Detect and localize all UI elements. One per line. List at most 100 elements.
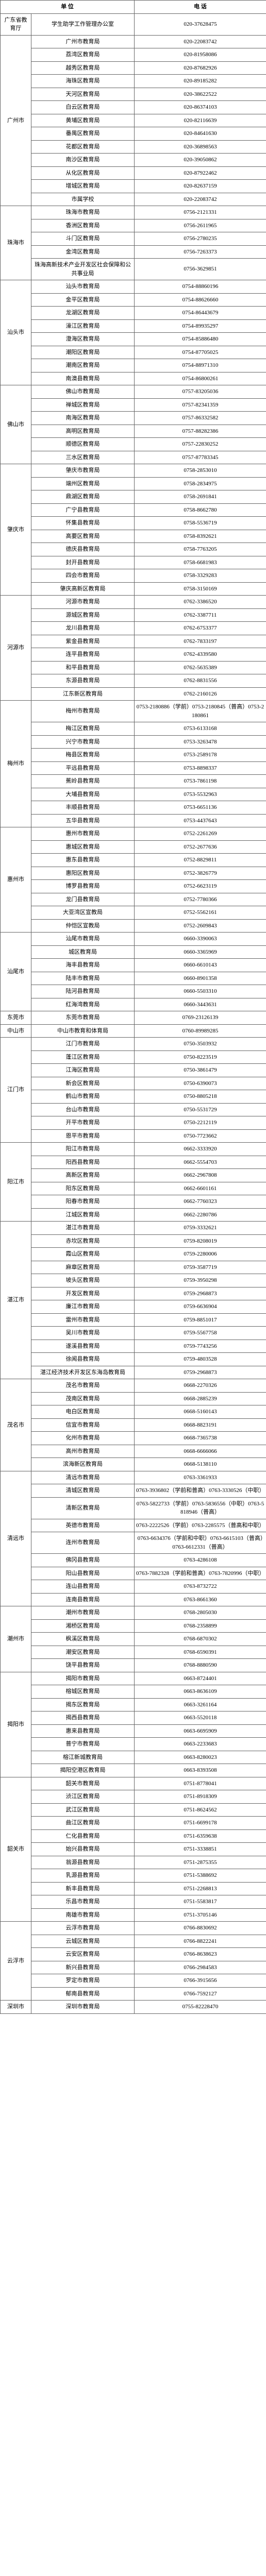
- phone-cell: 0752-2609843: [135, 919, 266, 933]
- phone-cell: 020-22083742: [135, 193, 266, 206]
- table-row: 乐昌市教育局0751-5583817: [1, 1895, 266, 1909]
- table-row: 乳源县教育局0751-5388692: [1, 1869, 266, 1883]
- phone-cell: 0660-5503310: [135, 985, 266, 998]
- city-cell: 清远市: [1, 1471, 31, 1606]
- phone-cell: 0757-87783345: [135, 451, 266, 464]
- phone-cell: 020-22083742: [135, 35, 266, 48]
- table-row: 英德市教育局0763-2222526（学前）0763-2285575（普高和中职…: [1, 1519, 266, 1532]
- phone-cell: 0753-6651136: [135, 801, 266, 815]
- table-row: 云城区教育局0766-8822241: [1, 1935, 266, 1948]
- table-row: 河源市河源市教育局0762-3386520: [1, 596, 266, 609]
- unit-cell: 蕉岭县教育局: [31, 775, 135, 788]
- table-row: 红海湾教育局0660-3443631: [1, 998, 266, 1011]
- table-row: 南雄市教育局0751-3705146: [1, 1908, 266, 1922]
- table-row: 揭阳空港区教育局0663-8393508: [1, 1764, 266, 1777]
- table-row: 中山市中山市教育和体育局0760-89989285: [1, 1024, 266, 1038]
- unit-cell: 龙川县教育局: [31, 622, 135, 635]
- table-row: 龙门县教育局0752-7780366: [1, 893, 266, 906]
- unit-cell: 澄海区教育局: [31, 333, 135, 346]
- unit-cell: 香洲区教育局: [31, 219, 135, 232]
- unit-cell: 丰顺县教育局: [31, 801, 135, 815]
- phone-cell: 0756-3629851: [135, 259, 266, 280]
- table-row: 江城区教育局0662-2280786: [1, 1208, 266, 1222]
- unit-cell: 清新区教育局: [31, 1497, 135, 1519]
- city-cell: 广州市: [1, 35, 31, 206]
- table-row: 仁化县教育局0751-6359638: [1, 1829, 266, 1843]
- table-row: 丰顺县教育局0753-6651136: [1, 801, 266, 815]
- table-row: 翁源县教育局0751-2875355: [1, 1856, 266, 1869]
- unit-cell: 广宁县教育局: [31, 503, 135, 517]
- unit-cell: 廉江市教育局: [31, 1300, 135, 1314]
- phone-cell: 020-89185282: [135, 75, 266, 88]
- table-row: 番禺区教育局020-84641630: [1, 127, 266, 141]
- phone-cell: 0763-8732722: [135, 1580, 266, 1594]
- phone-cell: 0750-5531729: [135, 1103, 266, 1116]
- unit-cell: 仁化县教育局: [31, 1829, 135, 1843]
- unit-cell: 惠阳区教育局: [31, 867, 135, 880]
- phone-cell: 0762-3387711: [135, 608, 266, 622]
- unit-cell: 和平县教育局: [31, 661, 135, 674]
- phone-cell: 0757-83205036: [135, 385, 266, 399]
- phone-cell: 0755-82228470: [135, 2001, 266, 2014]
- table-row: 曲江区教育局0751-6699178: [1, 1817, 266, 1830]
- phone-cell: 0662-2280786: [135, 1208, 266, 1222]
- city-cell: 云浮市: [1, 1922, 31, 2001]
- unit-cell: 大埔县教育局: [31, 788, 135, 801]
- table-row: 花都区教育局020-36898563: [1, 140, 266, 154]
- unit-cell: 海珠区教育局: [31, 75, 135, 88]
- table-row: 揭阳市揭阳市教育局0663-8724401: [1, 1672, 266, 1685]
- phone-cell: 0759-7743256: [135, 1340, 266, 1353]
- table-row: 高州市教育局0668-6666066: [1, 1445, 266, 1458]
- table-row: 潮安区教育局0768-6590391: [1, 1646, 266, 1659]
- header-row: 单 位 电 话: [1, 1, 266, 14]
- phone-cell: 0751-6359638: [135, 1829, 266, 1843]
- unit-cell: 封开县教育局: [31, 556, 135, 569]
- table-row: 城区教育局0660-3365969: [1, 945, 266, 959]
- unit-cell: 揭阳空港区教育局: [31, 1764, 135, 1777]
- phone-cell: 0756-2121331: [135, 206, 266, 219]
- table-row: 清新区教育局0763-5822733（学前）0763-5836556（中职）07…: [1, 1497, 266, 1519]
- phone-cell: 0752-7780366: [135, 893, 266, 906]
- unit-cell: 源城区教育局: [31, 608, 135, 622]
- unit-cell: 城区教育局: [31, 945, 135, 959]
- city-cell: 河源市: [1, 596, 31, 701]
- unit-cell: 黄埔区教育局: [31, 114, 135, 127]
- city-cell: 湛江市: [1, 1222, 31, 1379]
- phone-cell: 0753-3263478: [135, 735, 266, 749]
- table-row: 深圳市深圳市教育局0755-82228470: [1, 2001, 266, 2014]
- unit-cell: 台山市教育局: [31, 1103, 135, 1116]
- phone-cell: 0763-5822733（学前）0763-5836556（中职）0763-581…: [135, 1497, 266, 1519]
- table-row: 龙湖区教育局0754-86443679: [1, 307, 266, 320]
- unit-cell: 中山市教育和体育局: [31, 1024, 135, 1038]
- unit-cell: 饶平县教育局: [31, 1659, 135, 1672]
- table-row: 龙川县教育局0762-6753377: [1, 622, 266, 635]
- unit-cell: 开平市教育局: [31, 1116, 135, 1130]
- unit-cell: 四会市教育局: [31, 569, 135, 583]
- unit-cell: 阳山县教育局: [31, 1567, 135, 1580]
- phone-cell: 0662-2967808: [135, 1169, 266, 1182]
- unit-cell: 濠江区教育局: [31, 319, 135, 333]
- phone-cell: 0763-3361933: [135, 1471, 266, 1484]
- phone-cell: 0759-2280006: [135, 1248, 266, 1261]
- table-row: 潮阳区教育局0754-87705025: [1, 346, 266, 359]
- table-row: 鼎湖区教育局0758-2691841: [1, 490, 266, 504]
- phone-cell: 0758-6681983: [135, 556, 266, 569]
- unit-cell: 吴川市教育局: [31, 1327, 135, 1340]
- table-row: 梅县区教育局0753-2589178: [1, 749, 266, 762]
- table-row: 濠江区教育局0754-89935297: [1, 319, 266, 333]
- table-row: 普宁市教育局0663-2233683: [1, 1738, 266, 1751]
- phone-cell: 020-36898563: [135, 140, 266, 154]
- unit-cell: 番禺区教育局: [31, 127, 135, 141]
- phone-cell: 020-82637159: [135, 180, 266, 193]
- table-row: 蕉岭县教育局0753-7861198: [1, 775, 266, 788]
- unit-cell: 鹤山市教育局: [31, 1090, 135, 1104]
- unit-cell: 德庆县教育局: [31, 543, 135, 556]
- phone-cell: 0751-5388692: [135, 1869, 266, 1883]
- unit-cell: 肇庆高新区教育局: [31, 582, 135, 596]
- header-unit: 单 位: [1, 1, 135, 14]
- phone-cell: 0660-8901358: [135, 972, 266, 985]
- city-cell: 潮州市: [1, 1606, 31, 1672]
- table-row: 香洲区教育局0756-2611965: [1, 219, 266, 232]
- table-row: 梅江区教育局0753-6133168: [1, 722, 266, 736]
- unit-cell: 揭东区教育局: [31, 1698, 135, 1711]
